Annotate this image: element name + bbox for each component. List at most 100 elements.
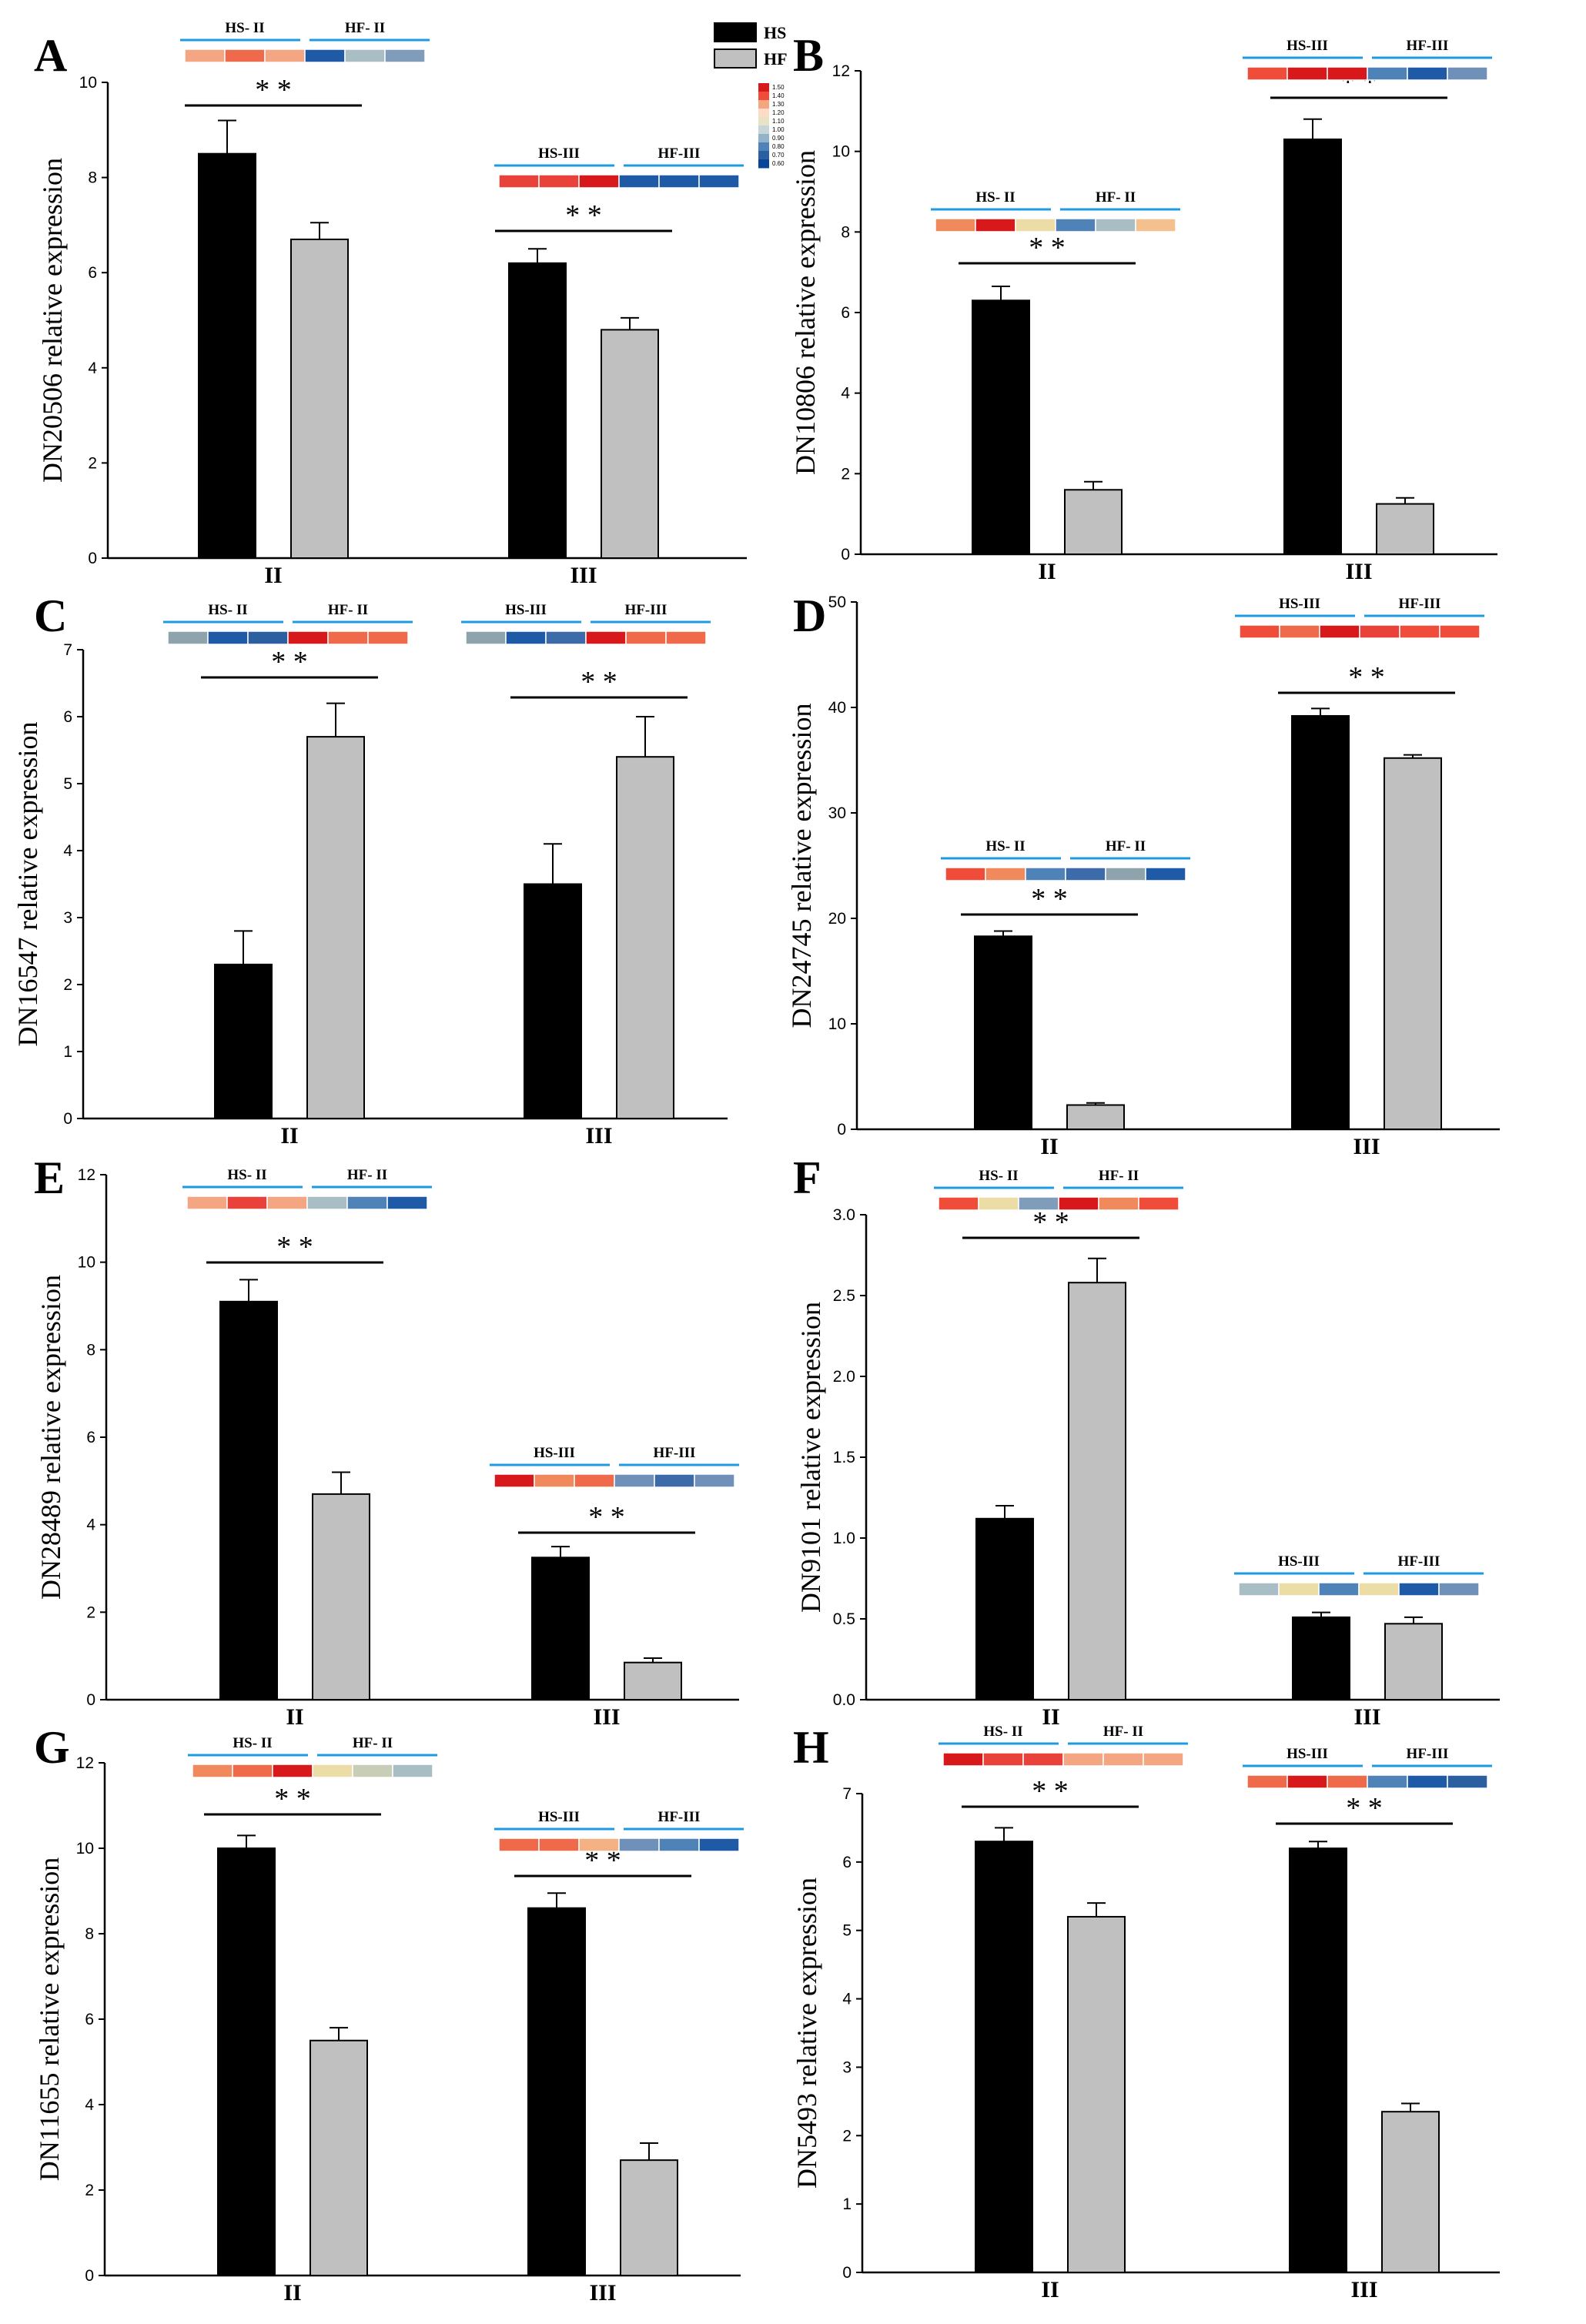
heatmap-cell: [694, 1473, 735, 1488]
x-category-label: III: [585, 1123, 612, 1149]
heatmap-cell: [935, 218, 976, 232]
heatmap-group-label: HS-III: [505, 602, 547, 618]
color-scale-segment: [758, 125, 769, 135]
heatmap-cell: [1138, 1196, 1179, 1211]
bar-hs-iii: [1291, 714, 1350, 1130]
color-scale-segment: [758, 83, 769, 92]
heatmap-cell: [1103, 1752, 1144, 1767]
color-scale-tick: 1.40: [772, 92, 785, 99]
heatmap-cell: [578, 174, 620, 189]
bar-hs-iii: [1283, 138, 1342, 555]
chart-panel-g: G 0 2 4 6 8 10 12 DN11655 relative expression II *…: [34, 1722, 744, 2306]
y-axis-label: DN16547 relative expression: [12, 722, 43, 1047]
y-tick-label: 0.0: [833, 1691, 855, 1709]
y-tick-label: 7: [63, 641, 72, 659]
heatmap-cell: [1367, 1774, 1408, 1789]
significance-marker: * *: [274, 1783, 311, 1815]
panel-letter: H: [793, 1722, 829, 1773]
y-tick-label: 0: [841, 546, 850, 563]
y-tick-label: 0: [842, 2264, 852, 2282]
bar-hs-iii: [1292, 1616, 1350, 1700]
heatmap-cell: [498, 174, 540, 189]
heatmap-strip: HS- II HF- II: [941, 838, 1190, 881]
y-tick-label: 5: [63, 775, 72, 793]
heatmap-cell: [1287, 66, 1328, 81]
heatmap-cell: [498, 1837, 540, 1852]
bar-hs-iii: [527, 1907, 586, 2276]
heatmap-cell: [1018, 1196, 1059, 1211]
heatmap-cell: [574, 1473, 615, 1488]
heatmap-group-label: HS- II: [983, 1724, 1022, 1740]
heatmap-cell: [1399, 624, 1440, 639]
y-tick-label: 2.0: [833, 1368, 855, 1386]
x-category-label: III: [1353, 1704, 1380, 1730]
significance-marker: * *: [276, 1231, 313, 1263]
heatmap-cell: [1246, 1774, 1288, 1789]
x-category-label: II: [280, 1123, 298, 1149]
heatmap-cell: [1062, 1752, 1104, 1767]
heatmap-cell: [698, 174, 740, 189]
x-category-label: III: [1350, 2277, 1377, 2302]
y-tick-label: 1: [842, 2195, 852, 2213]
y-tick-label: 12: [76, 1754, 94, 1772]
significance-marker: * *: [1032, 1206, 1069, 1239]
heatmap-cell: [1239, 624, 1280, 639]
heatmap-cell: [618, 1837, 660, 1852]
color-scale-tick: 1.30: [772, 101, 785, 108]
heatmap-cell: [1319, 624, 1360, 639]
x-category-label: II: [1041, 2277, 1059, 2302]
heatmap-cell: [975, 218, 1016, 232]
heatmap-group-label: HF-III: [658, 145, 701, 162]
bar-hs-ii: [214, 963, 273, 1120]
heatmap-strip: HS-III HF-III: [461, 602, 711, 645]
heatmap-group-label: HS- II: [979, 1168, 1018, 1184]
y-tick-label: 1: [63, 1043, 72, 1061]
chart-panel-c: C 0 1 2 3 4 5 6 7 DN16547 relative expression II * …: [12, 590, 728, 1149]
color-scale-bar: 1.501.40 1.301.20 1.101.00 0.900.80 0.700.60: [758, 83, 785, 169]
heatmap-strip: HS- II HF- II: [163, 602, 413, 645]
panel-letter: G: [34, 1722, 70, 1773]
heatmap-cell: [264, 48, 306, 63]
x-category-label: III: [570, 563, 597, 588]
heatmap-cell: [1407, 1774, 1448, 1789]
legend: HS HF: [714, 22, 788, 69]
bar-hs-iii: [1289, 1847, 1347, 2273]
legend-label-hs: HS: [764, 23, 786, 42]
heatmap-cell: [1327, 66, 1368, 81]
legend-label-hf: HF: [764, 49, 788, 69]
heatmap-group-label: HS- II: [985, 838, 1025, 854]
x-category-label: II: [1040, 1134, 1058, 1159]
heatmap-group-label: HF-III: [1399, 596, 1441, 612]
heatmap-cell: [534, 1473, 575, 1488]
y-tick-label: 6: [841, 304, 850, 322]
heatmap-cell: [1398, 1582, 1440, 1597]
color-scale-segment: [758, 100, 769, 109]
heatmap-cell: [942, 1752, 984, 1767]
heatmap-cell: [538, 174, 580, 189]
heatmap-cell: [226, 1195, 268, 1210]
heatmap-cell: [346, 1195, 388, 1210]
color-scale-segment: [758, 92, 769, 101]
y-tick-label: 10: [79, 74, 97, 92]
panel-letter: E: [34, 1152, 65, 1203]
heatmap-cell: [978, 1196, 1019, 1211]
heatmap-strip: HS- II HF- II: [934, 1168, 1183, 1211]
heatmap-cell: [982, 1752, 1024, 1767]
heatmap-group-label: HS- II: [225, 20, 264, 36]
y-tick-label: 6: [842, 1854, 852, 1871]
x-category-label: III: [589, 2280, 616, 2306]
y-tick-label: 2: [85, 2182, 94, 2199]
y-tick-label: 8: [86, 1341, 95, 1359]
heatmap-cell: [1327, 1774, 1368, 1789]
heatmap-group-label: HF-III: [654, 1445, 696, 1461]
heatmap-group-label: HF- II: [1106, 838, 1146, 854]
y-tick-label: 0: [86, 1691, 95, 1709]
y-tick-label: 5: [842, 1922, 852, 1940]
y-tick-label: 1.5: [833, 1449, 855, 1466]
heatmap-group-label: HS-III: [1279, 596, 1320, 612]
heatmap-group-label: HF-III: [625, 602, 668, 618]
heatmap-strip: HS-III HF-III: [1235, 596, 1484, 639]
x-category-label: III: [1345, 559, 1372, 584]
significance-marker: * *: [565, 199, 602, 232]
heatmap-cell: [1358, 1582, 1400, 1597]
